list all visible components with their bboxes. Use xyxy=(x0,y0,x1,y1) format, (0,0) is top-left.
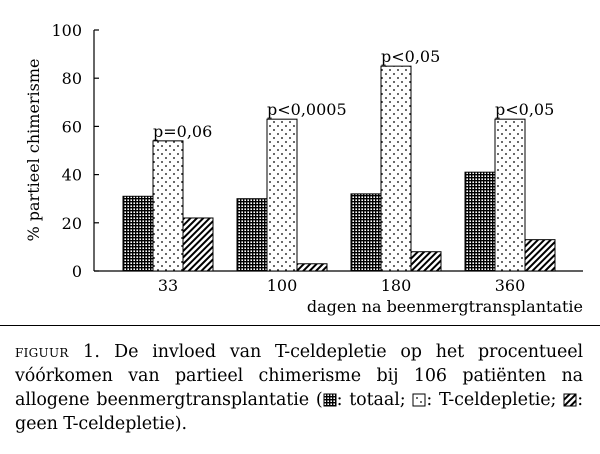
caption-text: De invloed van T-celdepletie op het proc… xyxy=(15,342,583,410)
y-tick-label: 20 xyxy=(62,214,82,233)
y-tick-label: 60 xyxy=(62,117,82,136)
y-axis-label: % partieel chimerisme xyxy=(24,58,43,241)
x-tick-label: 360 xyxy=(495,276,526,295)
bar-t-celdepletie xyxy=(494,118,526,272)
divider xyxy=(0,325,600,326)
p-value-label: p<0,05 xyxy=(495,100,554,119)
bar-geen-t-celdepletie xyxy=(296,263,328,272)
bar-totaal xyxy=(122,195,154,272)
caption-label: figuur 1. xyxy=(15,342,101,362)
bar-geen-t-celdepletie xyxy=(410,251,442,272)
bar-t-celdepletie xyxy=(266,118,298,272)
p-value-label: p<0,0005 xyxy=(267,100,347,119)
p-value-annotations: p=0,06 p<0,0005 p<0,05 p<0,05 xyxy=(153,47,554,141)
figure-caption: figuur 1. De invloed van T-celdepletie o… xyxy=(15,342,584,434)
legend-swatch-hatch-icon xyxy=(563,393,577,407)
bar-totaal xyxy=(464,171,496,272)
bar-totaal xyxy=(236,198,268,272)
y-tick-label: 0 xyxy=(72,262,82,281)
bars xyxy=(122,65,556,272)
p-value-label: p=0,06 xyxy=(153,122,212,141)
x-tick-label: 180 xyxy=(381,276,412,295)
x-tick-labels: 33 100 180 360 xyxy=(158,276,525,295)
bar-t-celdepletie xyxy=(380,65,412,272)
p-value-label: p<0,05 xyxy=(381,47,440,66)
x-tick-label: 100 xyxy=(267,276,298,295)
bar-totaal xyxy=(350,193,382,272)
legend-label-totaal: totaal xyxy=(349,390,400,410)
x-tick-label: 33 xyxy=(158,276,178,295)
x-axis-label: dagen na beenmergtransplantatie xyxy=(307,297,583,316)
caption-end: ). xyxy=(174,414,187,434)
y-tick-label: 100 xyxy=(51,21,82,40)
legend-swatch-dots-icon xyxy=(412,393,426,407)
bar-geen-t-celdepletie xyxy=(524,239,556,272)
y-ticks: 0 20 40 60 80 100 xyxy=(51,21,99,281)
y-tick-label: 80 xyxy=(62,69,82,88)
y-tick-label: 40 xyxy=(62,166,82,185)
legend-swatch-grid-icon xyxy=(323,393,337,407)
legend-label-t-celdepletie: T-celdepletie xyxy=(439,390,551,410)
bar-t-celdepletie xyxy=(152,140,184,272)
legend-label-geen-t-celdepletie: geen T-celdepletie xyxy=(15,414,175,434)
bar-geen-t-celdepletie xyxy=(182,217,214,272)
